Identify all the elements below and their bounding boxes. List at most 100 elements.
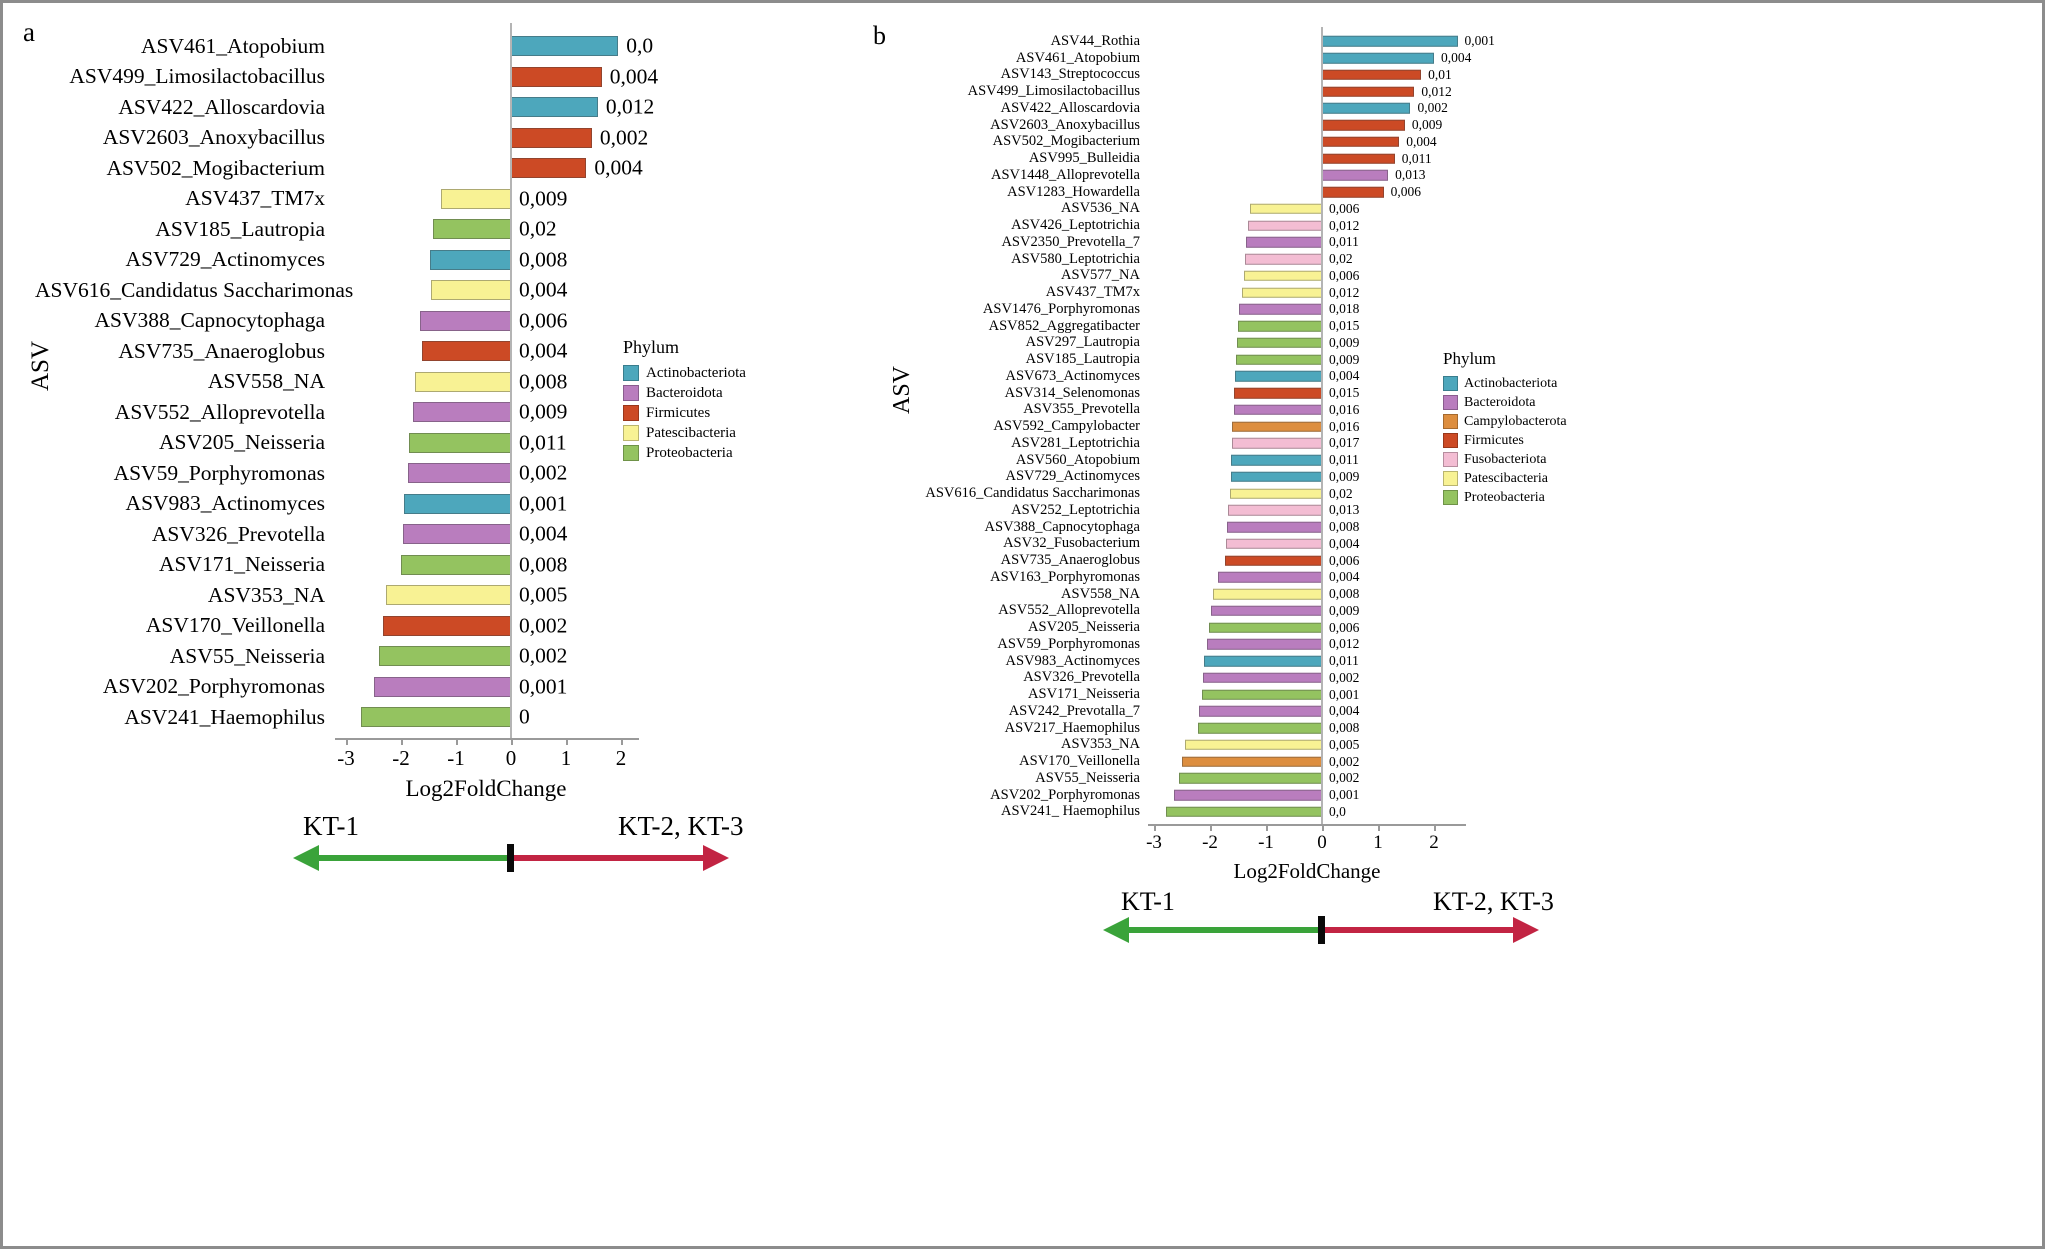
x-tick-mark bbox=[346, 738, 348, 745]
legend-items-a: Actinobacteriota Bacteroidota Firmicutes Pa… bbox=[623, 363, 746, 463]
panel-a: a ASV ASV461_Atopobium 0,0 ASV499_Limosila… bbox=[23, 17, 880, 931]
bar-row: ASV163_Porphyromonas 0,004 bbox=[883, 569, 1466, 586]
kt23-label-b: KT-2, KT-3 bbox=[1433, 887, 1554, 916]
bar-area: 0,02 bbox=[1148, 485, 1466, 502]
bar-row: ASV499_Limosilactobacillus 0,012 bbox=[883, 83, 1466, 100]
bar-area: 0,001 bbox=[335, 489, 637, 520]
p-value-label: 0,011 bbox=[1329, 653, 1359, 669]
asv-label: ASV461_Atopobium bbox=[141, 33, 325, 58]
bar-ASV422_Alloscardovia bbox=[511, 97, 598, 118]
bar-row: ASV217_Haemophilus 0,008 bbox=[883, 720, 1466, 737]
asv-label: ASV422_Alloscardovia bbox=[118, 94, 325, 119]
x-tick-mark bbox=[1210, 824, 1212, 831]
p-value-label: 0 bbox=[519, 704, 530, 729]
p-value-label: 0,0 bbox=[626, 33, 654, 58]
bar-ASV552_Alloprevotella bbox=[413, 402, 511, 423]
bar-area: 0,0 bbox=[335, 31, 653, 62]
bar-row: ASV852_Aggregatibacter 0,015 bbox=[883, 318, 1466, 335]
bar-area: 0,009 bbox=[335, 184, 637, 215]
x-tick-label: 0 bbox=[1317, 832, 1327, 853]
asv-label: ASV1476_Porphyromonas bbox=[982, 300, 1140, 317]
asv-label: ASV32_Fusobacterium bbox=[1003, 535, 1140, 552]
right-arrow-icon-a bbox=[511, 845, 729, 871]
asv-label: ASV55_Neisseria bbox=[169, 643, 325, 668]
asv-label: ASV729_Actinomyces bbox=[1005, 468, 1140, 485]
x-tick-label: -2 bbox=[392, 746, 410, 770]
bar-area: 0,004 bbox=[335, 336, 637, 367]
asv-label: ASV388_Capnocytophaga bbox=[94, 308, 326, 333]
asv-label: ASV558_NA bbox=[1061, 585, 1140, 602]
bar-ASV560_Atopobium bbox=[1231, 454, 1322, 466]
bar-row: ASV729_Actinomyces 0,009 bbox=[883, 468, 1466, 486]
asv-label: ASV252_Leptotrichia bbox=[1011, 501, 1140, 518]
bar-row: ASV353_NA 0,005 bbox=[883, 736, 1466, 754]
bar-ASV388_Capnocytophaga bbox=[1226, 521, 1322, 533]
x-tick-label: 1 bbox=[560, 746, 572, 770]
asv-label: ASV499_Limosilactobacillus bbox=[69, 64, 325, 89]
bar-ASV502_Mogibacterium bbox=[1322, 136, 1400, 148]
p-value-label: 0,004 bbox=[1406, 133, 1437, 149]
p-value-label: 0,01 bbox=[1428, 66, 1452, 82]
asv-label: ASV171_Neisseria bbox=[1028, 686, 1140, 703]
bar-area: 0,009 bbox=[1148, 335, 1466, 352]
p-value-label: 0,002 bbox=[519, 643, 568, 668]
bar-row: ASV55_Neisseria 0,002 bbox=[883, 770, 1466, 787]
asv-label: ASV673_Actinomyces bbox=[1005, 367, 1140, 384]
x-tick-label: -2 bbox=[1202, 832, 1218, 853]
bar-ASV502_Mogibacterium bbox=[511, 158, 587, 179]
asv-label: ASV217_Haemophilus bbox=[1004, 719, 1140, 736]
rows-b: ASV44_Rothia 0,001 ASV461_Atopobium 0,004 AS… bbox=[883, 33, 1495, 820]
asv-label: ASV171_Neisseria bbox=[158, 552, 325, 577]
asv-label: ASV326_Prevotella bbox=[151, 521, 325, 546]
asv-label: ASV616_Candidatus Saccharimonas bbox=[35, 277, 354, 302]
p-value-label: 0,004 bbox=[1329, 368, 1360, 384]
legend-item-Bacteroidota: Bacteroidota bbox=[623, 383, 746, 403]
bar-ASV536_NA bbox=[1250, 203, 1322, 215]
x-axis-a bbox=[335, 738, 639, 740]
asv-label: ASV163_Porphyromonas bbox=[990, 568, 1140, 585]
bar-area: 0,017 bbox=[1148, 435, 1466, 452]
p-value-label: 0,009 bbox=[519, 399, 568, 424]
p-value-label: 0,002 bbox=[1417, 100, 1448, 116]
x-tick-label: -3 bbox=[1146, 832, 1162, 853]
legend-label: Proteobacteria bbox=[1464, 489, 1545, 505]
bar-row: ASV558_NA 0,008 bbox=[35, 367, 637, 398]
bar-area: 0,006 bbox=[1148, 184, 1466, 201]
bar-area: 0,004 bbox=[1148, 50, 1471, 67]
p-value-label: 0,004 bbox=[609, 64, 659, 89]
legend-label: Patescibacteria bbox=[646, 424, 736, 441]
p-value-label: 0,002 bbox=[519, 460, 568, 485]
bar-area: 0,009 bbox=[1148, 469, 1466, 486]
bar-area: 0,008 bbox=[1148, 586, 1466, 603]
center-tick-icon-a bbox=[507, 844, 514, 872]
legend-label: Proteobacteria bbox=[646, 444, 733, 461]
bar-row: ASV1448_Alloprevotella 0,013 bbox=[883, 167, 1466, 184]
bar-ASV2603_Anoxybacillus bbox=[1322, 119, 1405, 131]
bar-ASV983_Actinomyces bbox=[1204, 655, 1322, 667]
x-tick-label: -3 bbox=[337, 746, 355, 770]
asv-label: ASV422_Alloscardovia bbox=[1000, 99, 1140, 116]
legend-item-Patescibacteria: Patescibacteria bbox=[623, 423, 746, 443]
asv-label: ASV170_Veillonella bbox=[1019, 753, 1140, 770]
p-value-label: 0,008 bbox=[519, 369, 568, 394]
bar-ASV2603_Anoxybacillus bbox=[511, 127, 592, 148]
bar-area: 0,008 bbox=[1148, 519, 1466, 536]
bar-area: 0,012 bbox=[1148, 284, 1466, 301]
p-value-label: 0,004 bbox=[1329, 703, 1360, 719]
legend-swatch-icon bbox=[1443, 490, 1458, 505]
bar-row: ASV735_Anaeroglobus 0,004 bbox=[35, 336, 637, 367]
legend-item-Actinobacteriota: Actinobacteriota bbox=[1443, 374, 1567, 393]
p-value-label: 0,011 bbox=[519, 430, 567, 455]
bar-ASV558_NA bbox=[1212, 588, 1322, 600]
bar-row: ASV297_Lautropia 0,009 bbox=[883, 334, 1466, 352]
legend-item-Actinobacteriota: Actinobacteriota bbox=[623, 363, 746, 383]
p-value-label: 0,018 bbox=[1329, 301, 1360, 317]
bar-row: ASV592_Campylobacter 0,016 bbox=[883, 418, 1466, 435]
bar-ASV729_Actinomyces bbox=[1230, 471, 1322, 483]
bar-row: ASV59_Porphyromonas 0,002 bbox=[35, 458, 637, 489]
bar-ASV437_TM7x bbox=[1242, 287, 1322, 298]
p-value-label: 0,009 bbox=[1329, 334, 1360, 350]
legend-swatch-icon bbox=[623, 405, 639, 421]
bar-row: ASV171_Neisseria 0,008 bbox=[35, 550, 637, 581]
asv-label: ASV353_NA bbox=[207, 582, 325, 607]
